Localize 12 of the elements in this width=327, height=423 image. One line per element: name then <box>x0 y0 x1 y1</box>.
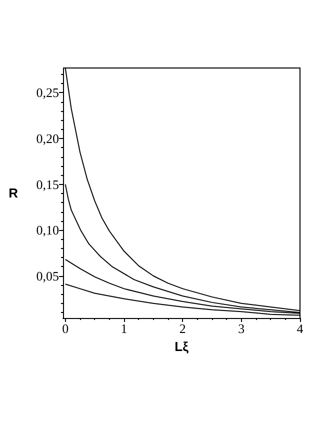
y-axis-title: R <box>8 186 19 200</box>
y-tick-label: 0,05 <box>36 268 59 284</box>
y-tick-label: 0,25 <box>36 85 59 100</box>
y-tick-label: 0,15 <box>36 176 59 192</box>
x-tick-label: 1 <box>120 321 128 336</box>
x-axis-title: Lξ <box>174 338 189 354</box>
x-tick-label: 3 <box>238 321 245 336</box>
x-tick-label: 0 <box>62 321 69 336</box>
y-tick-label: 0,20 <box>36 131 59 146</box>
y-tick-label: 0,10 <box>36 222 59 238</box>
x-tick-label: 2 <box>179 321 186 336</box>
x-tick-label: 4 <box>296 321 304 336</box>
